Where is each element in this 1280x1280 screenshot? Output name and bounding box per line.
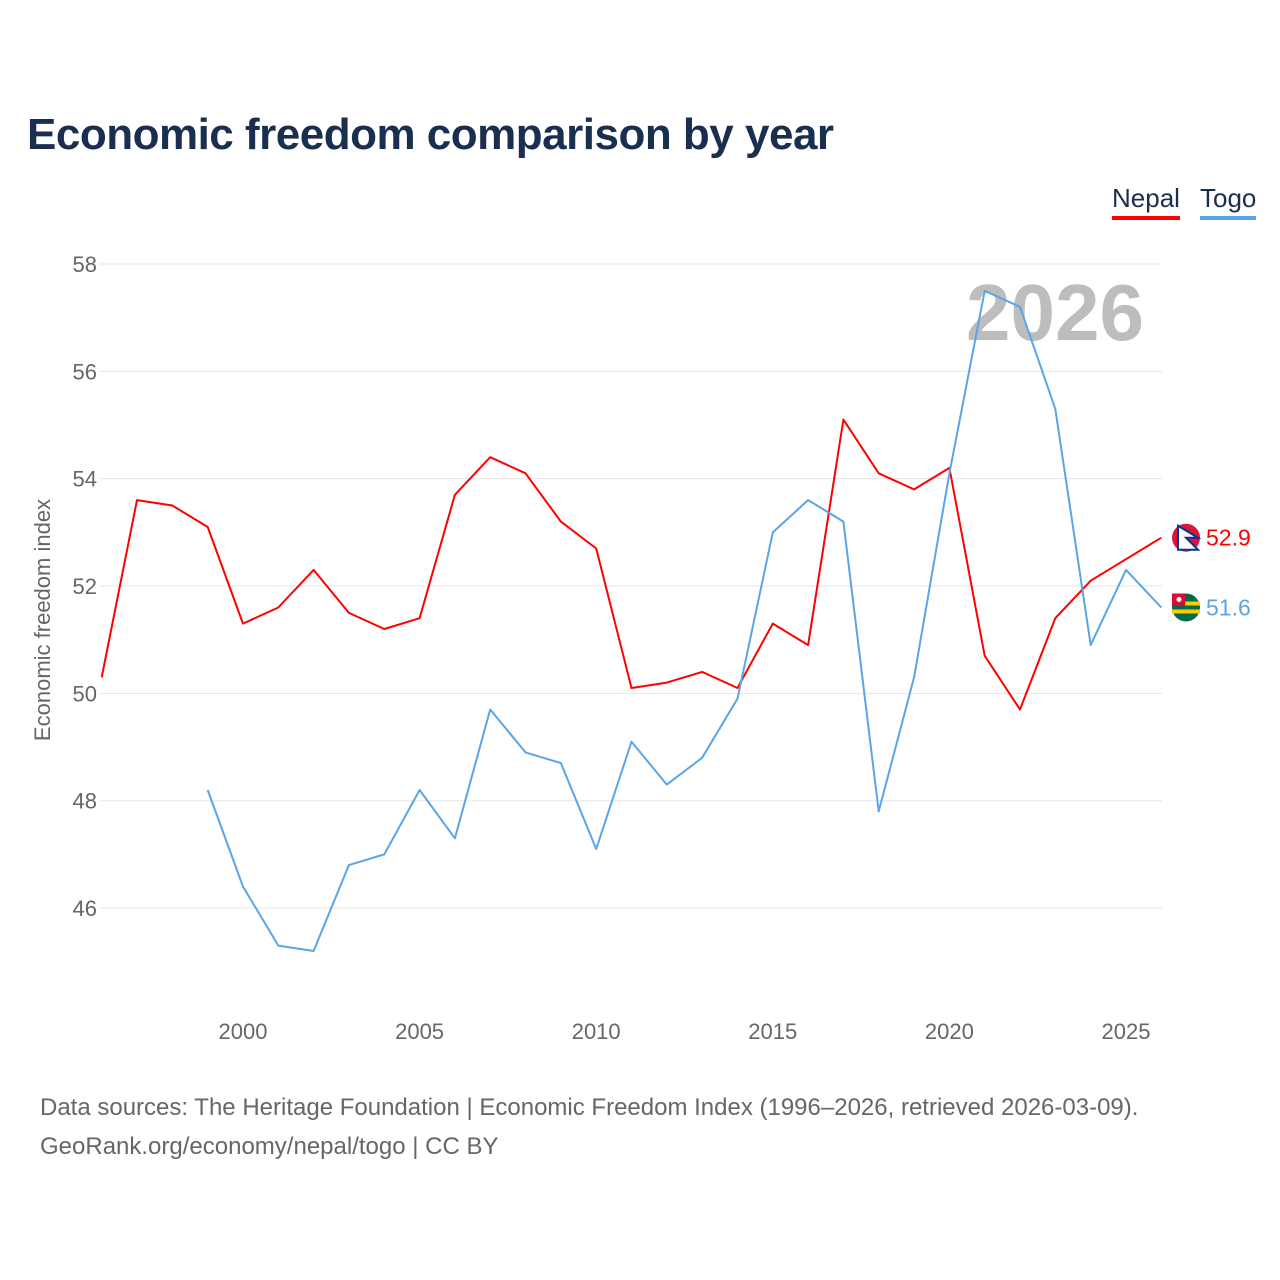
legend-nepal[interactable]: Nepal <box>1112 183 1180 220</box>
x-tick-label: 2015 <box>748 1019 797 1044</box>
y-axis-label: Economic freedom index <box>30 499 55 741</box>
flag-stripe <box>1172 601 1200 606</box>
x-tick-label: 2000 <box>219 1019 268 1044</box>
end-value-label: 52.9 <box>1206 525 1251 551</box>
chart-title: Economic freedom comparison by year <box>27 110 834 159</box>
x-tick-label: 2010 <box>572 1019 621 1044</box>
end-value-label: 51.6 <box>1206 594 1251 620</box>
flag-shape <box>1177 523 1202 551</box>
x-tick-label: 2005 <box>395 1019 444 1044</box>
y-tick-label: 48 <box>73 789 97 814</box>
y-tick-label: 56 <box>73 359 97 384</box>
flag-stripe <box>1172 609 1200 614</box>
y-tick-label: 58 <box>73 252 97 277</box>
x-tick-label: 2025 <box>1102 1019 1151 1044</box>
flag-star <box>1176 596 1182 602</box>
series-line-nepal <box>100 418 1162 711</box>
y-tick-label: 52 <box>73 574 97 599</box>
nepal-flag-icon <box>1172 523 1202 552</box>
series-line-togo <box>206 289 1163 952</box>
y-tick-label: 50 <box>73 681 97 706</box>
x-tick-label: 2020 <box>925 1019 974 1044</box>
legend-togo[interactable]: Togo <box>1200 183 1257 220</box>
year-watermark: 2026 <box>966 268 1144 357</box>
y-tick-label: 46 <box>73 896 97 921</box>
y-tick-label: 54 <box>73 467 97 492</box>
source-line-1: Data sources: The Heritage Foundation | … <box>40 1094 1139 1121</box>
source-line-2[interactable]: GeoRank.org/economy/nepal/togo | CC BY <box>40 1133 499 1160</box>
togo-flag-icon <box>1172 593 1200 622</box>
source-note: Data sources: The Heritage Foundation | … <box>40 1088 1138 1166</box>
